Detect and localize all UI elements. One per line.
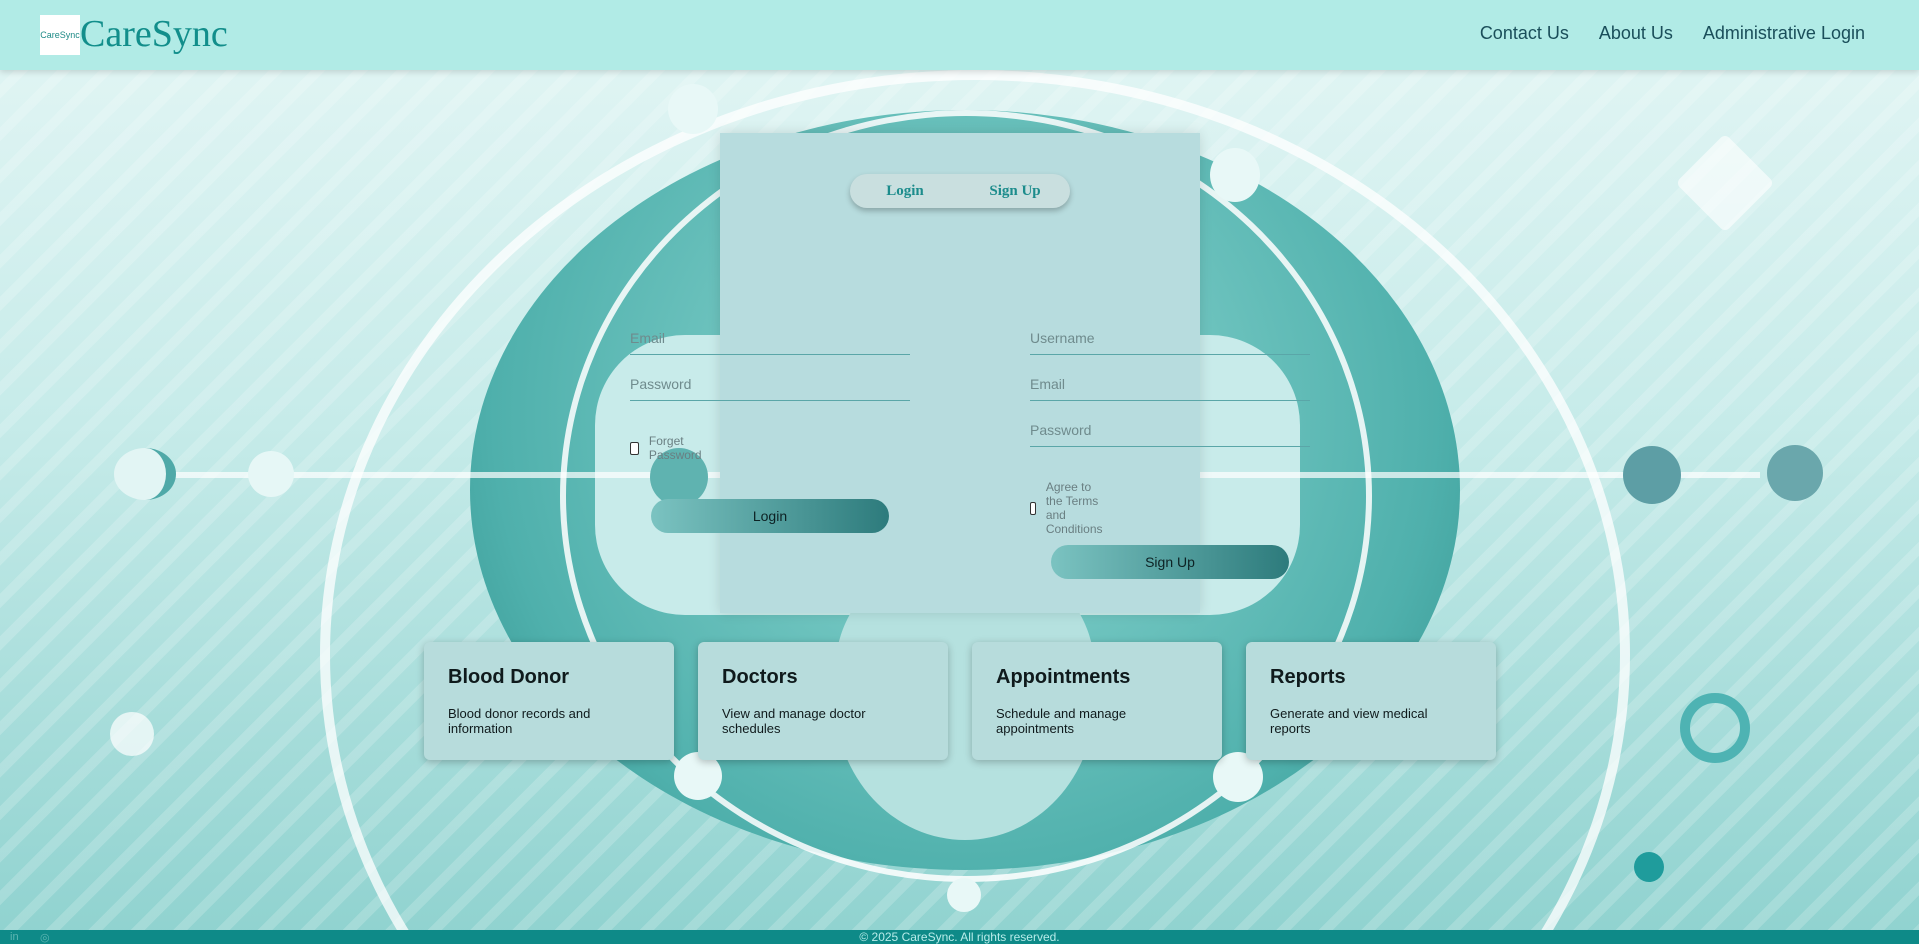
feature-description: View and manage doctor schedules xyxy=(722,706,866,736)
node xyxy=(1680,693,1750,763)
footer: in ◎ © 2025 CareSync. All rights reserve… xyxy=(0,930,1919,944)
sign-up-button[interactable]: Sign Up xyxy=(1051,545,1289,579)
node xyxy=(668,84,718,134)
login-email-placeholder: Email xyxy=(630,330,666,346)
terms-checkbox[interactable] xyxy=(1030,501,1036,515)
signup-email-placeholder: Email xyxy=(1030,376,1066,392)
login-button[interactable]: Login xyxy=(651,499,889,533)
instagram-icon[interactable]: ◎ xyxy=(40,932,50,944)
node xyxy=(1210,148,1260,202)
node xyxy=(1767,445,1823,501)
login-email-field[interactable]: Email xyxy=(630,324,910,355)
forget-password-label: Forget Password xyxy=(648,434,702,462)
terms-label: Agree to the Terms and Conditions xyxy=(1045,480,1103,536)
login-password-field[interactable]: Password xyxy=(630,370,910,401)
top-navbar: CareSync CareSync Contact Us About Us Ad… xyxy=(0,0,1919,70)
forget-password-checkbox[interactable] xyxy=(630,441,639,455)
node xyxy=(1213,752,1263,802)
signup-username-placeholder: Username xyxy=(1030,330,1095,346)
login-password-placeholder: Password xyxy=(630,376,692,392)
feature-card-blood-donor[interactable]: Blood Donor Blood donor records and info… xyxy=(424,642,674,760)
nav-contact-us[interactable]: Contact Us xyxy=(1479,23,1569,43)
signup-password-field[interactable]: Password xyxy=(1030,416,1310,447)
feature-card-appointments[interactable]: Appointments Schedule and manage appoint… xyxy=(972,642,1222,760)
terms-option[interactable]: Agree to the Terms and Conditions xyxy=(1030,480,1110,536)
feature-title: Reports xyxy=(1270,666,1346,688)
node xyxy=(248,451,294,497)
nav-administrative-login[interactable]: Administrative Login xyxy=(1702,23,1865,43)
tab-sign-up[interactable]: Sign Up xyxy=(989,182,1041,199)
feature-card-doctors[interactable]: Doctors View and manage doctor schedules xyxy=(698,642,948,760)
auth-tab-toggle: Login Sign Up xyxy=(850,174,1070,208)
footer-copyright: © 2025 CareSync. All rights reserved. xyxy=(859,930,1060,944)
node xyxy=(1623,446,1681,504)
linkedin-icon[interactable]: in xyxy=(10,931,19,943)
nav-about-us[interactable]: About Us xyxy=(1598,23,1673,43)
logo-text: CareSync xyxy=(40,30,80,40)
auth-panel xyxy=(720,133,1200,613)
tab-login[interactable]: Login xyxy=(886,182,924,199)
signup-username-field[interactable]: Username xyxy=(1030,324,1310,355)
feature-description: Schedule and manage appointments xyxy=(996,706,1127,736)
brand-logo[interactable]: CareSync xyxy=(40,15,80,55)
node xyxy=(114,448,176,500)
feature-title: Blood Donor xyxy=(448,666,570,688)
feature-card-reports[interactable]: Reports Generate and view medical report… xyxy=(1246,642,1496,760)
signup-password-placeholder: Password xyxy=(1030,422,1092,438)
node xyxy=(650,448,708,506)
feature-description: Generate and view medical reports xyxy=(1270,706,1428,736)
signup-email-field[interactable]: Email xyxy=(1030,370,1310,401)
node xyxy=(1634,852,1664,882)
main-nav: Contact Us About Us Administrative Login xyxy=(1480,23,1865,44)
node xyxy=(674,752,722,800)
forget-password-option[interactable]: Forget Password xyxy=(630,434,706,462)
feature-description: Blood donor records and information xyxy=(448,706,591,736)
feature-title: Doctors xyxy=(722,666,798,688)
feature-title: Appointments xyxy=(996,666,1131,688)
node xyxy=(110,712,154,756)
brand-name[interactable]: CareSync xyxy=(80,13,228,55)
node xyxy=(947,878,981,912)
